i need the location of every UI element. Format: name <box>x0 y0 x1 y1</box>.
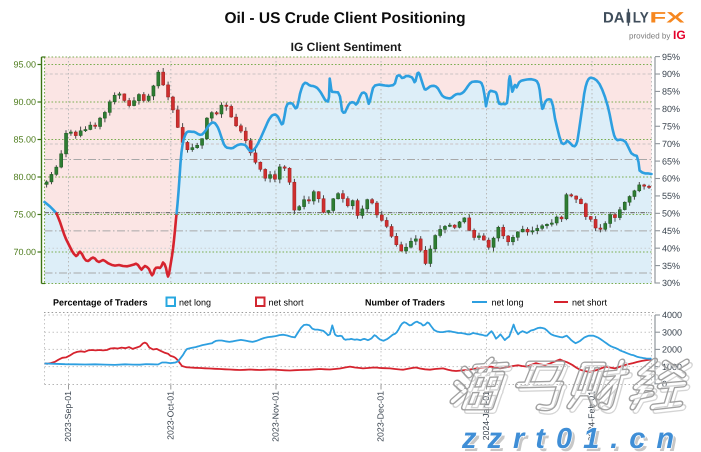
svg-text:80%: 80% <box>662 104 680 114</box>
svg-text:Percentage of Traders: Percentage of Traders <box>53 298 148 308</box>
svg-text:50%: 50% <box>662 209 680 219</box>
svg-text:2023-Sep-01: 2023-Sep-01 <box>63 391 73 442</box>
svg-text:net long: net long <box>492 298 524 308</box>
svg-text:zzrt01.cn: zzrt01.cn <box>464 426 688 452</box>
svg-text:net long: net long <box>179 298 211 308</box>
svg-text:IG: IG <box>673 28 686 42</box>
svg-text:85%: 85% <box>662 87 680 97</box>
svg-text:net short: net short <box>572 298 608 308</box>
svg-text:65%: 65% <box>662 156 680 166</box>
svg-text:70.00: 70.00 <box>13 247 36 257</box>
svg-text:35%: 35% <box>662 261 680 271</box>
svg-text:Number of Traders: Number of Traders <box>365 298 445 308</box>
svg-text:2023-Oct-01: 2023-Oct-01 <box>165 391 175 440</box>
svg-text:2024-Jan-01: 2024-Jan-01 <box>481 391 491 441</box>
svg-text:75.00: 75.00 <box>13 210 36 220</box>
svg-text:DA: DA <box>603 10 625 27</box>
svg-text:2000: 2000 <box>662 345 682 355</box>
svg-text:75%: 75% <box>662 121 680 131</box>
svg-text:95%: 95% <box>662 52 680 62</box>
svg-text:40%: 40% <box>662 243 680 253</box>
svg-text:30%: 30% <box>662 278 680 288</box>
svg-text:90%: 90% <box>662 69 680 79</box>
svg-text:FX: FX <box>650 10 685 27</box>
svg-text:2024-Feb-01: 2024-Feb-01 <box>587 391 597 441</box>
svg-text:85.00: 85.00 <box>13 135 36 145</box>
svg-text:2023-Dec-01: 2023-Dec-01 <box>376 391 386 442</box>
svg-text:LY: LY <box>633 10 649 27</box>
svg-text:55%: 55% <box>662 191 680 201</box>
svg-text:90.00: 90.00 <box>13 97 36 107</box>
svg-text:80.00: 80.00 <box>13 172 36 182</box>
svg-text:net short: net short <box>269 298 305 308</box>
svg-text:4000: 4000 <box>662 310 682 320</box>
svg-text:95.00: 95.00 <box>13 60 36 70</box>
svg-text:2023-Nov-01: 2023-Nov-01 <box>271 391 281 442</box>
svg-text:60%: 60% <box>662 174 680 184</box>
svg-text:3000: 3000 <box>662 327 682 337</box>
svg-text:provided by: provided by <box>629 32 670 41</box>
svg-text:70%: 70% <box>662 139 680 149</box>
svg-text:zzrt01.cn: zzrt01.cn <box>461 423 685 452</box>
svg-text:45%: 45% <box>662 226 680 236</box>
